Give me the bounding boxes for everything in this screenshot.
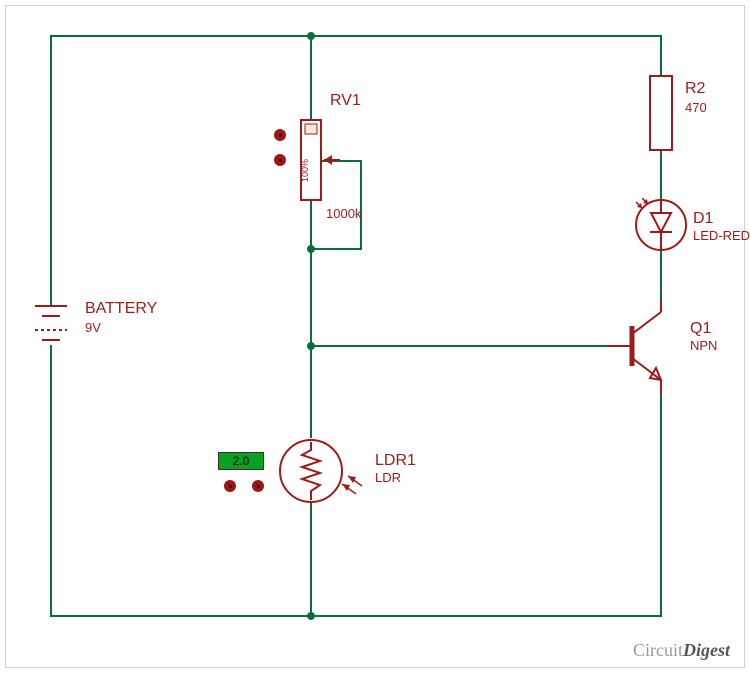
ldr-value: LDR <box>375 470 401 485</box>
battery-value: 9V <box>85 320 101 335</box>
battery-ref: BATTERY <box>85 300 157 318</box>
ldr-ref: LDR1 <box>375 452 416 470</box>
pot-ref: RV1 <box>330 92 361 110</box>
watermark-part1: Circuit <box>633 640 683 660</box>
wire-left-top <box>50 35 52 305</box>
watermark-part2: Digest <box>683 640 730 660</box>
resistor-symbol <box>649 75 673 151</box>
wire-right-a <box>660 35 662 75</box>
led-symbol <box>634 198 688 252</box>
wire-right-b <box>660 150 662 200</box>
node-top-mid <box>307 32 315 40</box>
probe-ldr-1 <box>224 480 236 492</box>
ldr-lcd: 2.0 <box>218 452 264 470</box>
wire-wiper-h2 <box>310 248 362 250</box>
wire-mid-d <box>310 502 312 617</box>
transistor-ref: Q1 <box>690 320 711 338</box>
ldr-symbol <box>278 438 368 504</box>
probe-pot-top <box>274 129 286 141</box>
node-wiper-join <box>307 245 315 253</box>
node-mid-base <box>307 342 315 350</box>
pot-value: 1000k <box>326 206 361 221</box>
transistor-value: NPN <box>690 338 717 353</box>
resistor-ref: R2 <box>685 80 705 98</box>
resistor-value: 470 <box>685 100 707 115</box>
wire-bottom-rail <box>50 615 662 617</box>
pot-scale: 100% <box>300 159 310 182</box>
wire-mid-c <box>310 345 312 438</box>
probe-ldr-2 <box>252 480 264 492</box>
wire-mid-a <box>310 35 312 120</box>
wire-right-d <box>660 390 662 617</box>
battery-symbol <box>20 300 82 350</box>
wire-mid-b <box>310 200 312 345</box>
probe-pot-bot <box>274 154 286 166</box>
wire-wiper-v <box>360 160 362 250</box>
transistor-symbol <box>608 300 678 400</box>
wire-left-bot <box>50 345 52 617</box>
watermark: CircuitDigest <box>633 640 730 661</box>
wire-top-rail <box>50 35 662 37</box>
wire-base <box>310 345 612 347</box>
led-ref: D1 <box>693 210 713 228</box>
circuit-canvas: BATTERY 9V RV1 1000k 100% R2 470 D1 LED-… <box>0 0 750 673</box>
node-bot-mid <box>307 612 315 620</box>
led-value: LED-RED <box>693 228 750 243</box>
